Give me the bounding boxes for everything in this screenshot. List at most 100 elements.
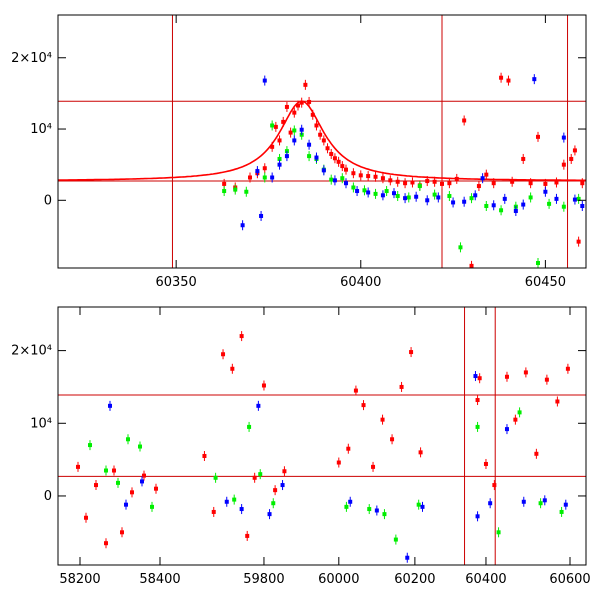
data-point <box>473 374 478 379</box>
data-point <box>222 189 227 194</box>
data-point <box>282 469 287 474</box>
data-point <box>417 184 422 189</box>
data-point <box>374 508 379 513</box>
data-point <box>395 179 400 184</box>
x-tick-label: 60400 <box>465 572 506 587</box>
data-point <box>572 148 577 153</box>
y-tick-label: 10⁴ <box>30 416 52 431</box>
data-point <box>563 502 568 507</box>
data-point <box>420 504 425 509</box>
data-point <box>513 208 518 213</box>
data-point <box>247 424 252 429</box>
data-point <box>547 201 552 206</box>
data-point <box>499 208 504 213</box>
data-point <box>521 156 526 161</box>
data-point <box>373 191 378 196</box>
data-point <box>262 166 267 171</box>
data-point <box>416 502 421 507</box>
data-point <box>382 512 387 517</box>
data-point <box>462 118 467 123</box>
data-point <box>542 498 547 503</box>
data-point <box>554 196 559 201</box>
data-point <box>259 213 264 218</box>
data-point <box>116 480 120 485</box>
data-point <box>256 403 261 408</box>
data-point <box>244 189 249 194</box>
data-point <box>340 164 345 169</box>
data-point <box>469 263 474 268</box>
data-point <box>502 196 507 201</box>
plot-frame <box>57 14 587 269</box>
data-point <box>580 203 585 208</box>
data-point <box>284 154 289 159</box>
data-point <box>284 104 289 109</box>
data-point <box>126 437 130 442</box>
data-point <box>336 460 341 465</box>
data-point <box>292 138 297 143</box>
data-point <box>351 171 356 176</box>
data-point <box>280 483 285 488</box>
series-blue <box>240 74 585 231</box>
data-point <box>451 200 456 205</box>
data-point <box>392 191 396 196</box>
data-point <box>473 193 478 198</box>
data-point <box>88 443 92 448</box>
data-point <box>329 177 334 182</box>
plot-area <box>58 307 586 565</box>
data-point <box>307 99 312 104</box>
data-point <box>580 181 585 186</box>
plot-area <box>58 15 586 268</box>
data-point <box>292 128 297 133</box>
data-point <box>340 176 345 181</box>
data-point <box>267 512 272 517</box>
data-point <box>476 184 481 189</box>
data-point <box>395 194 400 199</box>
data-point <box>248 175 252 180</box>
data-point <box>321 138 326 143</box>
data-point <box>536 261 540 266</box>
chart-panel-top: 60350 60400 60450 0 10⁴ 2×10⁴ <box>11 14 587 290</box>
data-point <box>355 189 360 194</box>
x-tick-label: 60450 <box>525 275 566 290</box>
data-point <box>521 499 526 504</box>
data-point <box>296 103 300 108</box>
y-tick-label: 0 <box>44 193 52 208</box>
data-point <box>314 123 319 128</box>
data-point <box>523 370 528 375</box>
data-point <box>303 82 308 87</box>
data-point <box>142 473 146 478</box>
data-point <box>262 78 267 83</box>
data-point <box>314 155 319 160</box>
data-point <box>528 181 533 186</box>
data-point <box>362 188 367 193</box>
data-point <box>130 490 134 495</box>
series-green <box>222 120 581 268</box>
data-point <box>232 497 237 502</box>
data-point <box>270 144 275 149</box>
data-point <box>273 488 278 493</box>
data-point <box>154 486 158 491</box>
data-point <box>124 502 128 507</box>
data-point <box>414 194 419 199</box>
data-point <box>366 174 371 179</box>
data-point <box>233 187 238 192</box>
data-point <box>277 162 282 167</box>
data-point <box>425 198 430 203</box>
data-point <box>277 156 282 161</box>
data-point <box>561 135 566 140</box>
data-point <box>543 189 548 194</box>
data-point <box>344 167 348 172</box>
data-point <box>496 530 501 535</box>
series-red <box>76 331 570 549</box>
x-tick-label: 60200 <box>394 572 435 587</box>
data-point <box>380 176 385 181</box>
data-point <box>403 196 408 201</box>
data-point <box>483 461 488 466</box>
data-point <box>565 366 570 371</box>
data-point <box>277 138 282 143</box>
data-point <box>211 509 216 514</box>
data-point <box>517 410 522 415</box>
data-point <box>543 181 548 186</box>
data-point <box>270 123 275 128</box>
